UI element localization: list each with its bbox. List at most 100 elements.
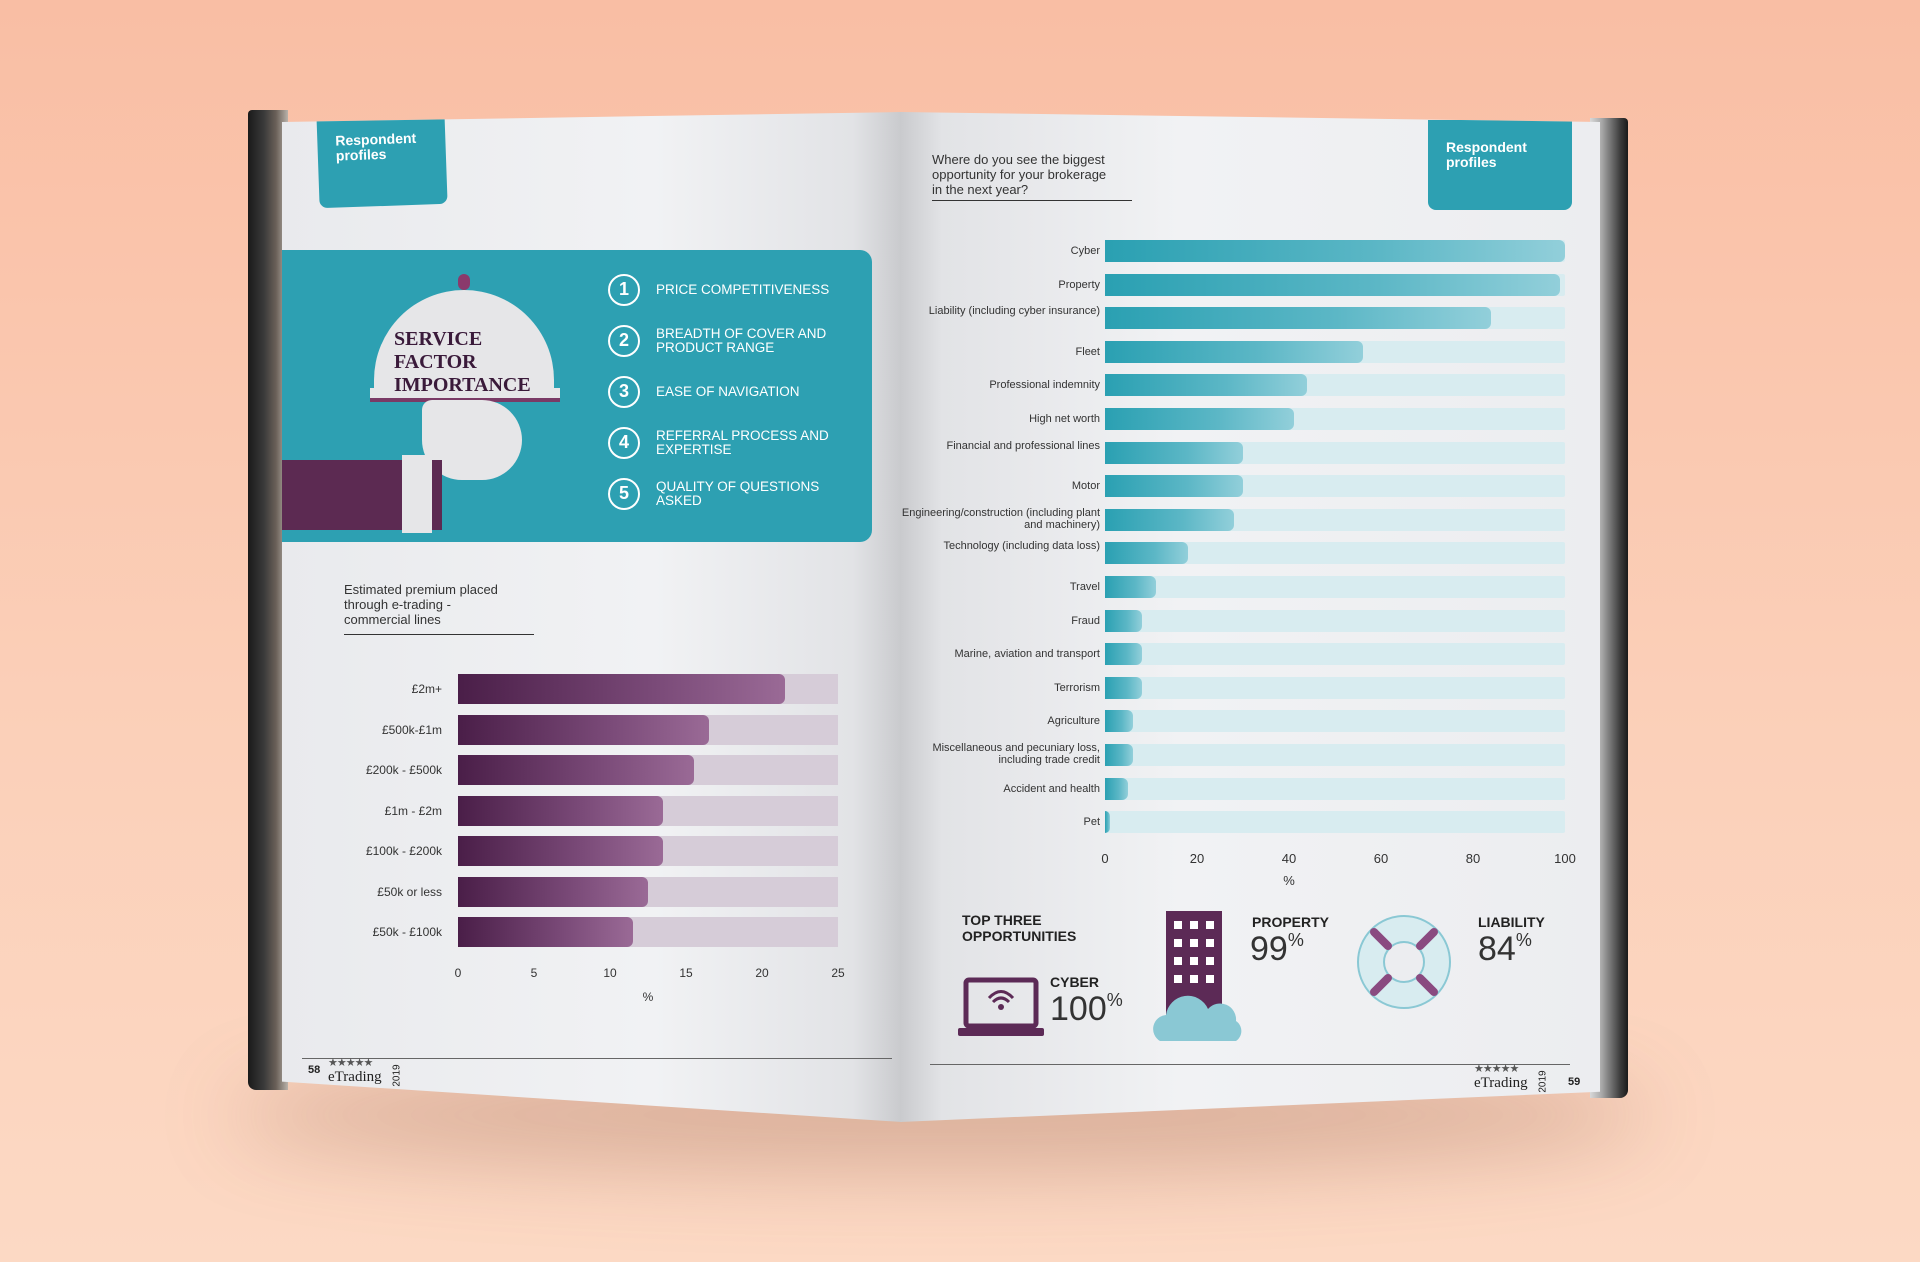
bar-category-label: Professional indemnity bbox=[989, 379, 1100, 392]
panel-title: SERVICE FACTOR IMPORTANCE bbox=[394, 328, 531, 396]
bar bbox=[1105, 643, 1142, 666]
bar-track bbox=[1105, 441, 1565, 464]
brand-logo: eTrading bbox=[1474, 1075, 1528, 1091]
cloche-knob-icon bbox=[458, 274, 470, 290]
x-tick-label: 100 bbox=[1554, 850, 1576, 866]
x-tick-label: 10 bbox=[603, 965, 617, 980]
footer-line bbox=[302, 1058, 892, 1059]
bar-category-label: Property bbox=[1058, 278, 1100, 291]
opportunity-bar-chart: Cyber Property Liability (including cyber … bbox=[900, 112, 1600, 1012]
bar-track bbox=[1105, 374, 1565, 397]
footer-line bbox=[930, 1064, 1570, 1065]
bar bbox=[458, 795, 664, 826]
bar-category-label: £200k - £500k bbox=[365, 763, 442, 777]
book-cover-edge-left bbox=[248, 110, 288, 1090]
bar bbox=[1105, 777, 1128, 800]
bar bbox=[1105, 475, 1243, 498]
bar-track bbox=[1105, 340, 1565, 363]
right-chart-caption: Where do you see the biggest opportunity… bbox=[932, 152, 1107, 197]
factor-number: 2 bbox=[608, 324, 640, 357]
year-label: 2019 bbox=[391, 1064, 403, 1087]
bar-track bbox=[1105, 240, 1565, 262]
bar-category-label: £50k - £100k bbox=[372, 925, 442, 939]
bar-category-label: Liability (including cyber insurance) bbox=[928, 305, 1100, 318]
bar-category-label: Engineering/construction (including plan… bbox=[901, 506, 1100, 531]
page-number: 59 bbox=[1568, 1076, 1581, 1088]
bar-category-label: £2m+ bbox=[411, 682, 442, 696]
right-page: Respondent profiles Where do you see the… bbox=[900, 112, 1600, 1122]
bar bbox=[1105, 576, 1156, 598]
bar bbox=[1105, 340, 1363, 363]
x-tick-label: 0 bbox=[454, 965, 462, 980]
bar-category-label: Technology (including data loss) bbox=[943, 540, 1100, 553]
bar-category-label: Motor bbox=[1071, 480, 1100, 493]
x-tick-label: 5 bbox=[530, 965, 538, 980]
factor-item: 2 BREADTH OF COVER AND PRODUCT RANGE bbox=[608, 315, 858, 366]
bar bbox=[1105, 811, 1110, 834]
x-tick-label: 15 bbox=[679, 965, 693, 980]
bar-track bbox=[1105, 811, 1565, 834]
factor-list: 1 PRICE COMPETITIVENESS 2 BREADTH OF COVER… bbox=[608, 264, 858, 519]
liability-label: LIABILITY bbox=[1478, 914, 1545, 930]
bar-category-label: Travel bbox=[1069, 581, 1100, 593]
factor-number: 4 bbox=[608, 426, 640, 459]
x-tick-label: 20 bbox=[1189, 850, 1205, 866]
bar-track bbox=[458, 714, 838, 745]
bar-category-label: £50k or less bbox=[377, 884, 442, 899]
property-label: PROPERTY bbox=[1252, 914, 1330, 930]
factor-label: BREADTH OF COVER AND PRODUCT RANGE bbox=[656, 325, 827, 355]
left-page: Respondent profiles SERVICE FACTOR IMPOR… bbox=[282, 112, 902, 1122]
factor-item: 3 EASE OF NAVIGATION bbox=[608, 366, 858, 417]
bar bbox=[1105, 240, 1565, 262]
bar bbox=[1105, 508, 1234, 531]
bar bbox=[1105, 441, 1243, 464]
rating-stars-icon: ★★★★★ bbox=[1474, 1063, 1519, 1075]
bar-track bbox=[458, 795, 838, 826]
bar-track bbox=[1105, 508, 1565, 531]
bar bbox=[1105, 273, 1561, 296]
bar bbox=[458, 755, 694, 785]
bar-track bbox=[458, 674, 838, 704]
bar bbox=[1105, 374, 1308, 397]
factor-label: REFERRAL PROCESS AND EXPERTISE bbox=[656, 427, 829, 457]
bar-track bbox=[1105, 609, 1565, 632]
bar-track bbox=[1105, 576, 1565, 598]
x-tick-label: 60 bbox=[1373, 850, 1389, 866]
bar-track bbox=[1105, 710, 1565, 733]
bar-category-label: Terrorism bbox=[1054, 681, 1100, 694]
bar bbox=[458, 876, 648, 907]
x-tick-label: 40 bbox=[1281, 850, 1297, 866]
bar-category-label: Accident and health bbox=[1003, 782, 1100, 795]
respondent-profiles-tag: Respondent profiles bbox=[1428, 120, 1572, 210]
factor-label: QUALITY OF QUESTIONS ASKED bbox=[656, 478, 820, 508]
bar-category-label: £1m - £2m bbox=[384, 803, 442, 818]
bar-category-label: Miscellaneous and pecuniary loss, includ… bbox=[932, 742, 1100, 766]
factor-item: 1 PRICE COMPETITIVENESS bbox=[608, 264, 858, 315]
factor-number: 1 bbox=[608, 273, 640, 306]
caption-rule bbox=[344, 634, 534, 635]
year-label: 2019 bbox=[1537, 1070, 1549, 1093]
x-tick-label: 20 bbox=[755, 965, 769, 980]
bar-category-label: Fraud bbox=[1071, 614, 1100, 627]
page-number: 58 bbox=[308, 1064, 321, 1076]
bar bbox=[1105, 609, 1142, 632]
bar-track bbox=[1105, 408, 1565, 430]
cyber-value: 100% bbox=[1050, 990, 1123, 1028]
bar-track bbox=[1105, 643, 1565, 666]
bar-track bbox=[1105, 676, 1565, 699]
factor-item: 4 REFERRAL PROCESS AND EXPERTISE bbox=[608, 417, 858, 468]
bar-track bbox=[458, 876, 838, 907]
service-factor-panel: SERVICE FACTOR IMPORTANCE 1 PRICE COMPETI… bbox=[282, 250, 872, 542]
x-axis-label: % bbox=[642, 989, 654, 1004]
x-axis-label: % bbox=[1283, 872, 1295, 888]
bar bbox=[458, 917, 633, 947]
factor-number: 5 bbox=[608, 477, 640, 510]
laptop-icon bbox=[958, 977, 1044, 1036]
lifebuoy-icon bbox=[1357, 915, 1451, 1009]
x-tick-label: 80 bbox=[1465, 850, 1481, 866]
bar bbox=[458, 714, 709, 745]
x-tick-label: 25 bbox=[831, 965, 845, 980]
bar-category-label: Agriculture bbox=[1047, 715, 1100, 728]
bar-track bbox=[458, 836, 838, 866]
bar-track bbox=[1105, 307, 1565, 330]
